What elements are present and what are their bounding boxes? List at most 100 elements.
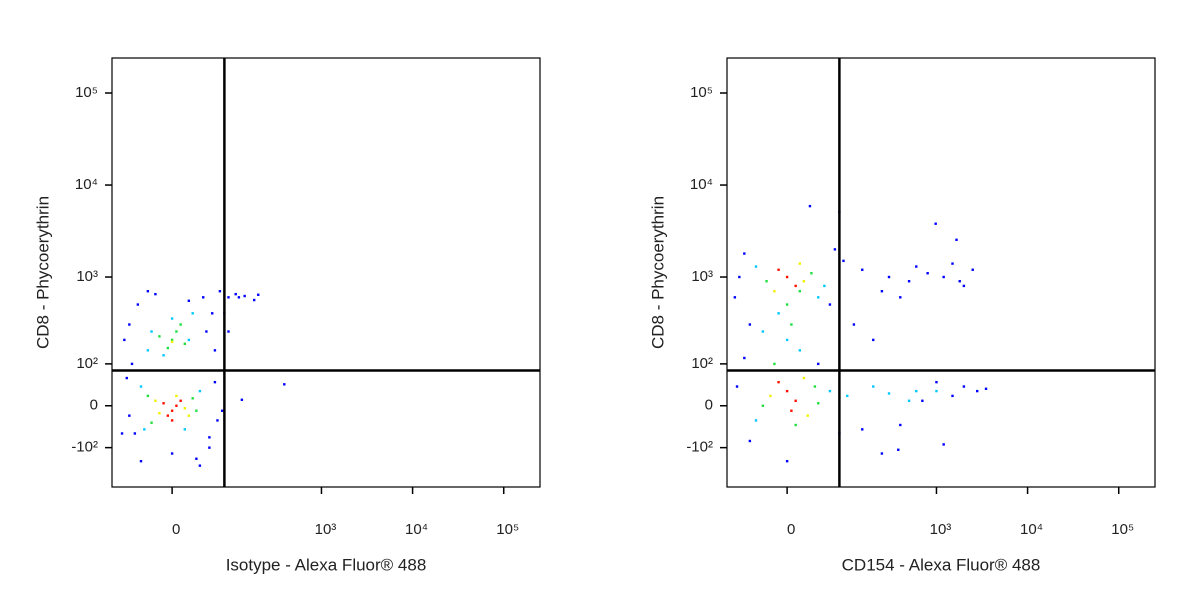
event-point xyxy=(216,419,219,422)
event-point xyxy=(754,265,758,268)
event-point xyxy=(880,290,884,293)
x-tick-label: 10⁴ xyxy=(1020,521,1043,538)
event-point xyxy=(170,317,174,320)
y-tick-label: -10² xyxy=(686,439,713,456)
event-point xyxy=(179,323,182,326)
event-point xyxy=(143,428,146,431)
y-tick-label: 10³ xyxy=(691,268,713,285)
event-point xyxy=(915,265,918,268)
event-point xyxy=(733,296,737,299)
event-point xyxy=(243,294,246,298)
y-axis-label: CD8 - Phycoerythrin xyxy=(648,196,667,349)
event-point xyxy=(208,446,211,449)
event-point xyxy=(808,204,812,208)
y-axis-label: CD8 - Phycoerythrin xyxy=(33,196,52,349)
event-point xyxy=(202,296,205,299)
event-point xyxy=(738,275,741,279)
event-point xyxy=(761,330,765,333)
event-point xyxy=(162,402,165,405)
event-point xyxy=(120,432,124,435)
event-point xyxy=(139,385,143,388)
event-point xyxy=(962,284,966,288)
event-point xyxy=(748,439,752,443)
event-point xyxy=(813,385,817,388)
event-point xyxy=(915,389,918,393)
event-point xyxy=(195,409,198,412)
event-point xyxy=(846,394,849,398)
event-point xyxy=(798,262,802,265)
event-point xyxy=(798,290,802,293)
x-axis-label: Isotype - Alexa Fluor® 488 xyxy=(226,555,427,574)
y-tick-label: 10⁵ xyxy=(690,84,713,101)
event-point xyxy=(823,284,826,288)
event-point xyxy=(175,394,178,398)
event-point xyxy=(198,464,202,467)
event-point xyxy=(227,296,230,299)
event-point xyxy=(790,323,793,326)
x-tick-label: 10⁴ xyxy=(405,521,428,538)
event-point xyxy=(907,280,911,283)
event-point xyxy=(962,385,966,388)
event-point xyxy=(191,397,194,400)
plot-area xyxy=(120,290,286,467)
event-point xyxy=(806,414,809,417)
event-point xyxy=(187,414,191,417)
event-point xyxy=(842,259,845,263)
event-point xyxy=(754,419,758,422)
event-point xyxy=(887,392,891,395)
event-point xyxy=(187,338,191,342)
event-point xyxy=(183,407,187,410)
event-point xyxy=(170,338,174,342)
event-point xyxy=(921,399,924,402)
y-tick-label: 0 xyxy=(90,397,98,414)
y-tick-label: -10² xyxy=(71,439,98,456)
event-point xyxy=(773,290,776,293)
event-point xyxy=(146,290,150,293)
event-point xyxy=(887,275,891,279)
y-tick-label: 10² xyxy=(76,355,98,372)
event-point xyxy=(735,385,739,388)
event-point xyxy=(907,399,911,402)
event-point xyxy=(257,293,260,296)
x-axis-label: CD154 - Alexa Fluor® 488 xyxy=(842,555,1041,574)
event-point xyxy=(975,389,979,393)
event-point xyxy=(146,349,150,352)
event-point xyxy=(139,459,143,463)
y-tick-label: 10⁴ xyxy=(75,176,98,193)
x-tick-label: 0 xyxy=(172,521,180,538)
event-point xyxy=(146,394,150,398)
event-point xyxy=(790,409,793,412)
event-point xyxy=(179,399,182,402)
event-point xyxy=(942,275,945,279)
event-point xyxy=(283,383,286,386)
event-point xyxy=(942,443,945,446)
event-point xyxy=(817,362,820,366)
event-point xyxy=(880,452,884,455)
event-point xyxy=(773,362,776,366)
event-point xyxy=(935,389,938,393)
event-point xyxy=(899,423,902,427)
event-point xyxy=(794,284,797,288)
event-point xyxy=(218,290,222,293)
event-point xyxy=(794,423,797,427)
event-point xyxy=(861,428,864,431)
event-point xyxy=(971,268,974,271)
plot-frame xyxy=(111,57,541,488)
x-tick-label: 0 xyxy=(787,521,795,538)
event-point xyxy=(170,340,174,344)
event-point xyxy=(872,338,875,342)
event-point xyxy=(128,323,131,326)
event-point xyxy=(794,399,797,402)
event-point xyxy=(187,299,191,302)
event-point xyxy=(984,387,988,390)
event-point xyxy=(777,268,780,271)
event-point xyxy=(935,380,938,384)
event-point xyxy=(130,362,134,366)
x-tick-label: 10⁵ xyxy=(1111,521,1134,538)
event-point xyxy=(872,385,875,388)
event-point xyxy=(213,349,217,352)
event-point xyxy=(183,342,187,345)
event-point xyxy=(175,404,178,407)
event-point xyxy=(154,399,157,402)
